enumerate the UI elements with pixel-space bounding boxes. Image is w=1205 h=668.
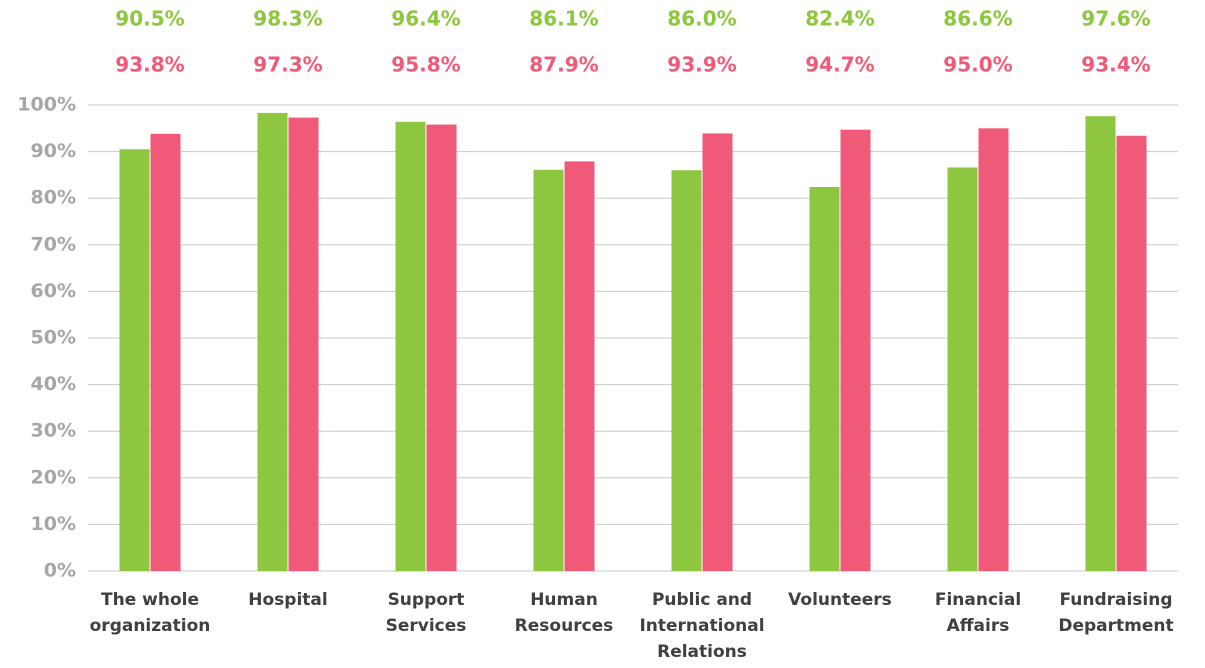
x-tick-label: Volunteers [788, 590, 892, 610]
x-tick-label: Human Resources [515, 590, 614, 636]
value-label: 86.6% [943, 7, 1012, 31]
x-tick-label: Public and International Relations [639, 590, 764, 662]
bar [119, 149, 150, 571]
x-tick-label: The whole organization [90, 590, 211, 636]
bar [564, 161, 595, 572]
bar [947, 167, 978, 571]
y-tick-label: 90% [31, 140, 76, 162]
y-tick-label: 20% [31, 466, 76, 488]
x-tick-label: Support Services [386, 590, 467, 636]
value-label: 97.6% [1081, 7, 1150, 31]
bar [1116, 135, 1147, 572]
x-tick-label: Fundraising Department [1058, 590, 1173, 636]
x-tick-label: Hospital [248, 590, 327, 610]
bar [257, 112, 288, 571]
y-tick-label: 80% [31, 187, 76, 209]
bar [533, 169, 564, 572]
y-tick-label: 0% [44, 560, 76, 582]
bar [702, 133, 733, 571]
y-tick-label: 40% [31, 373, 76, 395]
value-label: 96.4% [391, 7, 460, 31]
value-label: 90.5% [115, 7, 184, 31]
bar [395, 121, 426, 571]
y-tick-label: 10% [31, 513, 76, 535]
value-label: 86.1% [529, 7, 598, 31]
bar [978, 128, 1009, 572]
bar [840, 129, 871, 571]
value-label: 87.9% [529, 53, 598, 77]
value-label: 95.8% [391, 53, 460, 77]
y-tick-label: 30% [31, 420, 76, 442]
bar [288, 117, 319, 571]
y-tick-label: 100% [17, 94, 76, 116]
value-label: 94.7% [805, 53, 874, 77]
value-label: 86.0% [667, 7, 736, 31]
y-tick-label: 70% [31, 233, 76, 255]
x-tick-label: Financial Affairs [935, 590, 1021, 636]
bar [426, 124, 457, 572]
bar [809, 187, 840, 572]
value-label: 93.4% [1081, 53, 1150, 77]
bar [1085, 116, 1116, 572]
bar [671, 170, 702, 572]
value-label: 93.9% [667, 53, 736, 77]
bar [150, 133, 181, 571]
y-tick-label: 50% [31, 327, 76, 349]
value-label: 98.3% [253, 7, 322, 31]
value-label: 93.8% [115, 53, 184, 77]
y-tick-label: 60% [31, 280, 76, 302]
value-label: 95.0% [943, 53, 1012, 77]
value-label: 82.4% [805, 7, 874, 31]
value-label: 97.3% [253, 53, 322, 77]
